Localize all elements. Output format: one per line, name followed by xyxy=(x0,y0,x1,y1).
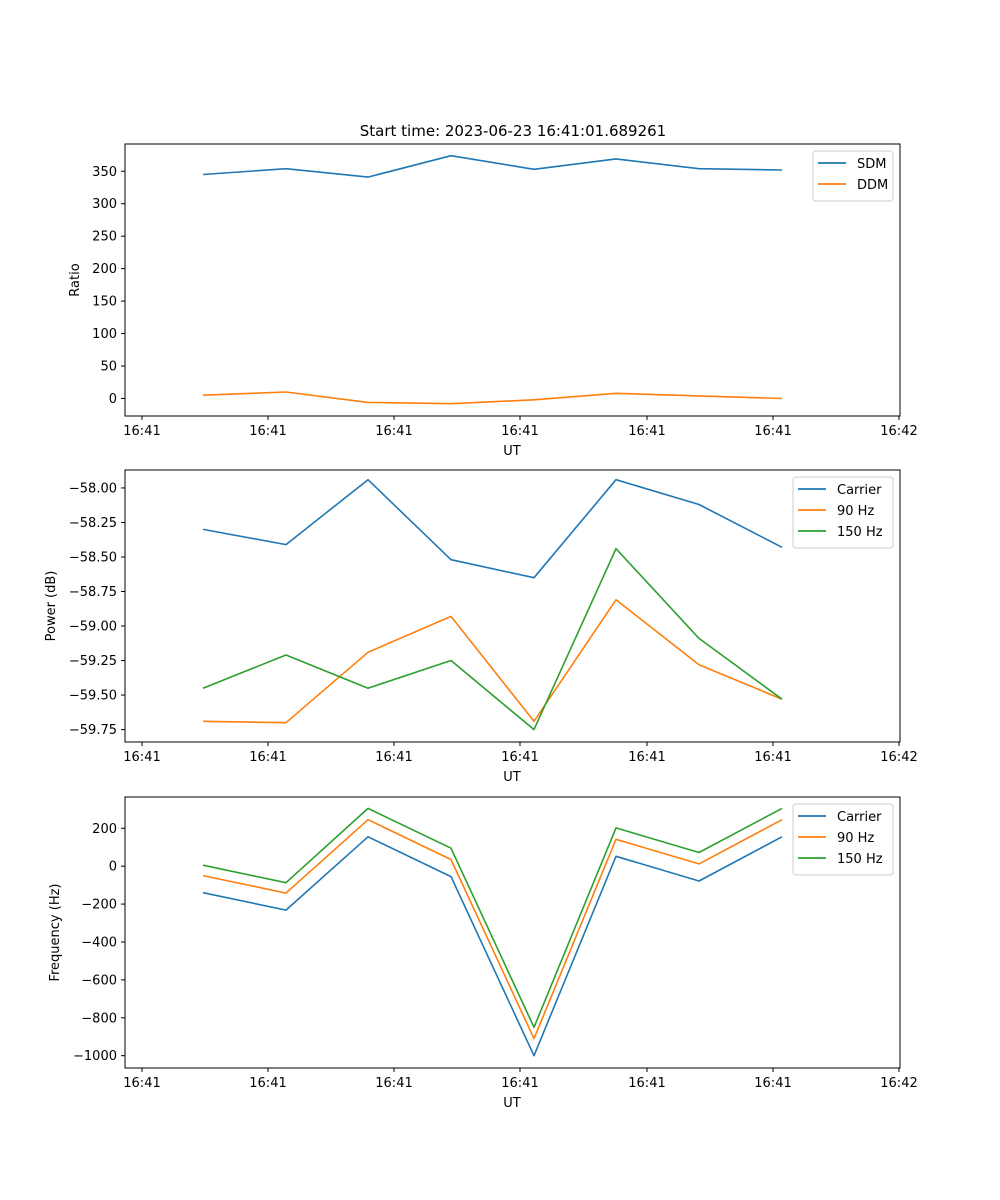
series-line-ddm xyxy=(202,391,783,405)
x-tick-label: 16:41 xyxy=(123,424,160,439)
legend-label: 150 Hz xyxy=(837,525,883,540)
x-tick-label: 16:41 xyxy=(123,1076,160,1091)
legend-label: 90 Hz xyxy=(837,831,874,846)
y-tick-label: −58.25 xyxy=(69,516,117,531)
series-line-sdm xyxy=(202,154,783,178)
y-tick-label: 0 xyxy=(109,392,117,407)
y-tick-label: 350 xyxy=(92,165,117,180)
x-tick-label: 16:41 xyxy=(501,1076,538,1091)
y-axis-label: Frequency (Hz) xyxy=(48,883,63,981)
chart-panel-3: 16:41 16:41 16:41 16:41 16:41 16:41 16:42 200 0 −… xyxy=(48,796,918,1111)
legend-label: 150 Hz xyxy=(837,852,883,867)
y-tick-label: −59.25 xyxy=(69,654,117,669)
legend-label: DDM xyxy=(857,178,888,193)
y-tick-label: 250 xyxy=(92,230,117,245)
x-tick-label: 16:42 xyxy=(880,424,917,439)
plot-area xyxy=(124,469,901,743)
x-tick-label: 16:41 xyxy=(754,750,791,765)
series-line-carrier xyxy=(202,478,783,579)
x-tick-label: 16:41 xyxy=(754,424,791,439)
y-tick-label: −200 xyxy=(81,898,117,913)
x-tick-label: 16:41 xyxy=(628,1076,665,1091)
legend-label: SDM xyxy=(857,157,886,172)
y-tick-label: 0 xyxy=(109,860,117,875)
y-tick-label: −59.00 xyxy=(69,620,117,635)
y-tick-label: −59.75 xyxy=(69,723,117,738)
y-tick-label: −600 xyxy=(81,973,117,988)
series-line-90-hz xyxy=(202,818,783,1040)
legend-label: Carrier xyxy=(837,810,882,825)
legend-label: Carrier xyxy=(837,483,882,498)
figure-title: Start time: 2023-06-23 16:41:01.689261 xyxy=(360,122,666,140)
x-tick-label: 16:41 xyxy=(628,750,665,765)
y-tick-label: 100 xyxy=(92,327,117,342)
x-axis-label: UT xyxy=(503,444,521,459)
y-tick-label: −58.75 xyxy=(69,585,117,600)
x-tick-label: 16:41 xyxy=(375,1076,412,1091)
plot-area xyxy=(124,796,901,1069)
legend-label: 90 Hz xyxy=(837,504,874,519)
y-tick-label: −800 xyxy=(81,1011,117,1026)
y-tick-label: 200 xyxy=(92,262,117,277)
series-line-150-hz xyxy=(202,547,783,731)
x-tick-label: 16:41 xyxy=(249,1076,286,1091)
y-tick-label: −58.50 xyxy=(69,550,117,565)
chart-panel-1: 16:41 16:41 16:41 16:41 16:41 16:41 16:42 0 50 10… xyxy=(68,143,918,459)
x-tick-label: 16:41 xyxy=(375,424,412,439)
x-tick-label: 16:41 xyxy=(754,1076,791,1091)
x-tick-label: 16:42 xyxy=(880,1076,917,1091)
x-tick-label: 16:41 xyxy=(375,750,412,765)
x-tick-label: 16:41 xyxy=(249,750,286,765)
y-tick-label: 200 xyxy=(92,822,117,837)
x-tick-label: 16:41 xyxy=(628,424,665,439)
legend: Carrier 90 Hz 150 Hz xyxy=(792,476,894,549)
x-tick-label: 16:41 xyxy=(123,750,160,765)
series-line-carrier xyxy=(202,835,783,1057)
chart-panel-2: 16:41 16:41 16:41 16:41 16:41 16:41 16:42 −58.0… xyxy=(44,469,918,785)
legend: SDM DDM xyxy=(812,150,894,202)
y-tick-label: 300 xyxy=(92,197,117,212)
y-axis-label: Power (dB) xyxy=(44,571,59,642)
y-tick-label: −58.00 xyxy=(69,481,117,496)
y-axis-label: Ratio xyxy=(68,263,83,296)
x-axis-label: UT xyxy=(503,1096,521,1111)
series-line-90-hz xyxy=(202,598,783,724)
series-line-150-hz xyxy=(202,807,783,1029)
x-axis-label: UT xyxy=(503,770,521,785)
x-tick-label: 16:42 xyxy=(880,750,917,765)
y-tick-label: −1000 xyxy=(73,1049,117,1064)
plot-area xyxy=(124,143,901,417)
y-tick-label: 50 xyxy=(100,360,117,375)
y-tick-label: −400 xyxy=(81,935,117,950)
x-tick-label: 16:41 xyxy=(249,424,286,439)
y-tick-label: 150 xyxy=(92,295,117,310)
y-tick-label: −59.50 xyxy=(69,689,117,704)
x-tick-label: 16:41 xyxy=(501,750,538,765)
legend: Carrier 90 Hz 150 Hz xyxy=(792,803,894,876)
x-tick-label: 16:41 xyxy=(501,424,538,439)
